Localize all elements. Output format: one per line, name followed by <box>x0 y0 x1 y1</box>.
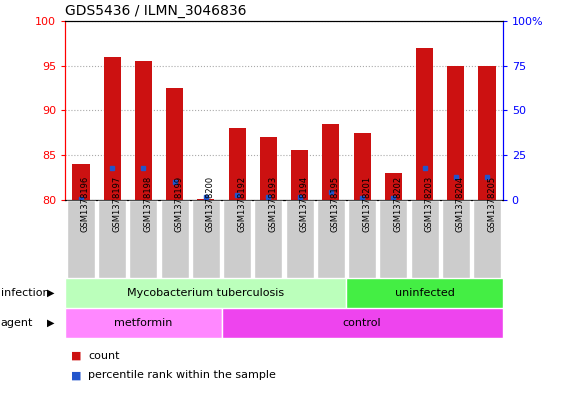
Bar <box>166 88 183 200</box>
Bar <box>65 278 346 308</box>
Text: GSM1378201: GSM1378201 <box>362 176 371 231</box>
Bar <box>254 200 282 278</box>
Bar <box>197 199 215 200</box>
Bar <box>473 200 501 278</box>
Text: GSM1378193: GSM1378193 <box>268 175 277 232</box>
Text: GSM1378202: GSM1378202 <box>393 176 402 231</box>
Text: GSM1378197: GSM1378197 <box>112 175 121 232</box>
Text: metformin: metformin <box>114 318 173 328</box>
Bar <box>65 308 222 338</box>
Bar <box>385 173 402 200</box>
Text: percentile rank within the sample: percentile rank within the sample <box>88 370 276 380</box>
Text: ▶: ▶ <box>47 288 55 298</box>
Bar <box>223 200 251 278</box>
Text: ■: ■ <box>71 370 81 380</box>
Bar <box>161 200 189 278</box>
Bar <box>228 128 246 200</box>
Bar <box>348 200 376 278</box>
Bar <box>447 66 465 200</box>
Text: agent: agent <box>1 318 33 328</box>
Bar <box>317 200 345 278</box>
Bar <box>67 200 95 278</box>
Bar <box>222 308 503 338</box>
Text: GSM1378196: GSM1378196 <box>81 175 90 232</box>
Bar <box>442 200 470 278</box>
Bar <box>353 132 371 200</box>
Bar <box>192 200 220 278</box>
Text: ▶: ▶ <box>47 318 55 328</box>
Bar <box>416 48 433 200</box>
Text: GSM1378195: GSM1378195 <box>331 176 340 231</box>
Text: control: control <box>343 318 382 328</box>
Text: Mycobacterium tuberculosis: Mycobacterium tuberculosis <box>127 288 285 298</box>
Bar <box>135 61 152 200</box>
Text: GSM1378194: GSM1378194 <box>300 176 308 231</box>
Text: uninfected: uninfected <box>395 288 454 298</box>
Bar <box>72 164 90 200</box>
Bar <box>98 200 126 278</box>
Text: GDS5436 / ILMN_3046836: GDS5436 / ILMN_3046836 <box>65 4 247 18</box>
Text: GSM1378204: GSM1378204 <box>456 176 465 231</box>
Bar <box>103 57 121 200</box>
Bar <box>379 200 407 278</box>
Text: ■: ■ <box>71 351 81 361</box>
Text: GSM1378203: GSM1378203 <box>424 175 433 232</box>
Text: GSM1378205: GSM1378205 <box>487 176 496 231</box>
Text: GSM1378198: GSM1378198 <box>144 175 152 232</box>
Bar <box>322 124 340 200</box>
Text: count: count <box>88 351 119 361</box>
Bar <box>130 200 157 278</box>
Text: GSM1378199: GSM1378199 <box>175 176 183 231</box>
Bar <box>346 278 503 308</box>
Bar <box>291 151 308 200</box>
Bar <box>286 200 314 278</box>
Bar <box>478 66 496 200</box>
Text: GSM1378192: GSM1378192 <box>237 176 246 231</box>
Text: infection: infection <box>1 288 49 298</box>
Bar <box>411 200 438 278</box>
Bar <box>260 137 277 200</box>
Text: GSM1378200: GSM1378200 <box>206 176 215 231</box>
